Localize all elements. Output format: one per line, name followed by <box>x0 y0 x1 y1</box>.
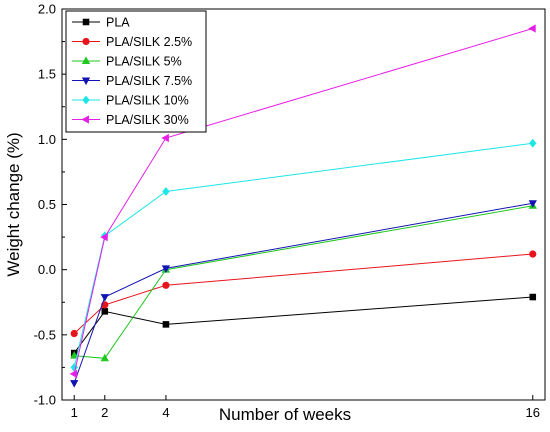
x-tick-label: 2 <box>101 405 108 420</box>
series-1 <box>70 250 537 338</box>
y-tick-label: 0.5 <box>38 197 56 212</box>
data-point <box>161 265 171 273</box>
y-tick-label: 0.0 <box>38 262 56 277</box>
legend-box <box>65 10 207 133</box>
legend-marker <box>82 18 90 26</box>
series-line <box>73 142 533 368</box>
series-line <box>74 205 533 359</box>
legend-marker <box>81 115 89 124</box>
data-point <box>162 321 170 328</box>
data-point <box>162 187 170 196</box>
legend: PLA PLA/SILK 2.5% PLA/SILK 5% PLA/SILK 7.5%… <box>65 10 207 133</box>
data-point <box>528 24 536 33</box>
data-point <box>70 380 79 388</box>
series-line <box>73 253 533 334</box>
data-point <box>529 250 537 258</box>
legend-label: PLA/SILK 5% <box>106 55 182 69</box>
y-tick-label: -1.0 <box>34 393 56 408</box>
axes-layer: -1.0 -0.5 0.0 0.5 1.0 1.5 2.0 1 2 4 16 <box>34 2 540 421</box>
data-point <box>70 351 79 359</box>
legend-entry: PLA/SILK 30% <box>72 113 189 127</box>
data-point <box>70 329 78 338</box>
legend-entry: PLA/SILK 7.5% <box>72 74 192 88</box>
legend-label: PLA <box>106 16 130 30</box>
series-line <box>73 296 533 354</box>
data-point <box>162 281 170 289</box>
x-tick-label: 1 <box>71 405 78 420</box>
y-tick-label: 1.0 <box>38 132 56 147</box>
legend-label: PLA/SILK 30% <box>106 113 189 127</box>
series-line <box>73 202 533 384</box>
x-axis-title: Number of weeks <box>219 405 351 424</box>
data-point <box>69 369 78 379</box>
legend-label: PLA/SILK 2.5% <box>106 35 192 49</box>
x-tick-label: 4 <box>162 405 169 420</box>
legend-marker <box>82 95 90 105</box>
legend-entry: PLA/SILK 5% <box>72 55 182 69</box>
legend-entry: PLA/SILK 2.5% <box>72 35 192 49</box>
legend-marker <box>81 56 91 64</box>
legend-entry: PLA/SILK 10% <box>72 94 189 108</box>
y-tick-label: 1.5 <box>38 67 56 82</box>
y-tick-label: -0.5 <box>34 327 56 342</box>
legend-entry: PLA <box>72 16 130 30</box>
legend-label: PLA/SILK 10% <box>106 94 189 108</box>
data-point <box>529 293 537 301</box>
y-axis-title: Weight change (%) <box>4 132 23 276</box>
data-point <box>161 133 169 143</box>
data-point <box>100 353 109 362</box>
series-5 <box>69 24 536 379</box>
legend-marker <box>82 37 90 46</box>
data-point <box>100 232 108 242</box>
data-point <box>101 308 109 315</box>
x-tick-label: 16 <box>526 405 540 420</box>
data-point <box>529 138 537 148</box>
series-layer <box>69 24 537 388</box>
data-point <box>100 294 109 302</box>
legend-label: PLA/SILK 7.5% <box>106 74 192 88</box>
data-point <box>528 200 537 208</box>
legend-marker <box>81 77 91 86</box>
series-3 <box>70 200 537 388</box>
y-tick-label: 2.0 <box>38 2 56 17</box>
series-line <box>73 28 533 375</box>
